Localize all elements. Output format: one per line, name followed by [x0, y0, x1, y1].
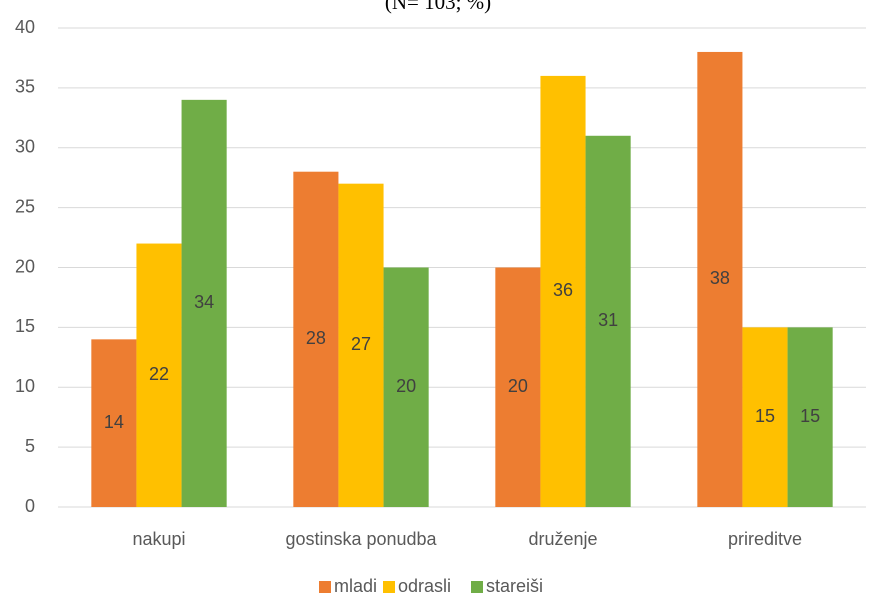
bar [787, 327, 833, 507]
y-tick-label: 0 [25, 496, 35, 516]
legend-swatch [383, 581, 395, 593]
legend-label: mladi [334, 576, 377, 594]
bar [742, 327, 788, 507]
data-label: 31 [598, 310, 618, 330]
bar [181, 99, 227, 507]
x-tick-label: druženje [528, 529, 597, 549]
y-tick-label: 10 [15, 376, 35, 396]
data-label: 20 [508, 376, 528, 396]
data-label: 34 [194, 292, 214, 312]
chart-title: (N= 103; %) [385, 0, 491, 14]
legend-label: odrasli [398, 576, 451, 594]
data-label: 15 [755, 406, 775, 426]
bar [91, 339, 137, 507]
data-label: 14 [104, 412, 124, 432]
bar [338, 183, 384, 508]
bar [293, 171, 339, 507]
bar [383, 267, 429, 507]
data-label: 38 [710, 268, 730, 288]
y-tick-label: 35 [15, 77, 35, 97]
x-tick-label: gostinska ponudba [285, 529, 437, 549]
y-tick-label: 25 [15, 196, 35, 216]
y-tick-label: 40 [15, 17, 35, 37]
data-label: 36 [553, 280, 573, 300]
x-tick-label: nakupi [132, 529, 185, 549]
legend-swatch [319, 581, 331, 593]
data-label: 22 [149, 364, 169, 384]
y-tick-label: 20 [15, 256, 35, 276]
data-label: 20 [396, 376, 416, 396]
data-label: 15 [800, 406, 820, 426]
bar [585, 135, 631, 507]
legend-swatch [471, 581, 483, 593]
data-label: 28 [306, 328, 326, 348]
legend-label: stareiši [486, 576, 543, 594]
data-label: 27 [351, 334, 371, 354]
x-tick-label: prireditve [728, 529, 802, 549]
y-tick-label: 5 [25, 436, 35, 456]
bar [136, 243, 182, 508]
bar [540, 75, 586, 508]
bar [495, 267, 541, 507]
y-tick-label: 15 [15, 316, 35, 336]
bar [697, 51, 743, 507]
y-tick-label: 30 [15, 137, 35, 157]
